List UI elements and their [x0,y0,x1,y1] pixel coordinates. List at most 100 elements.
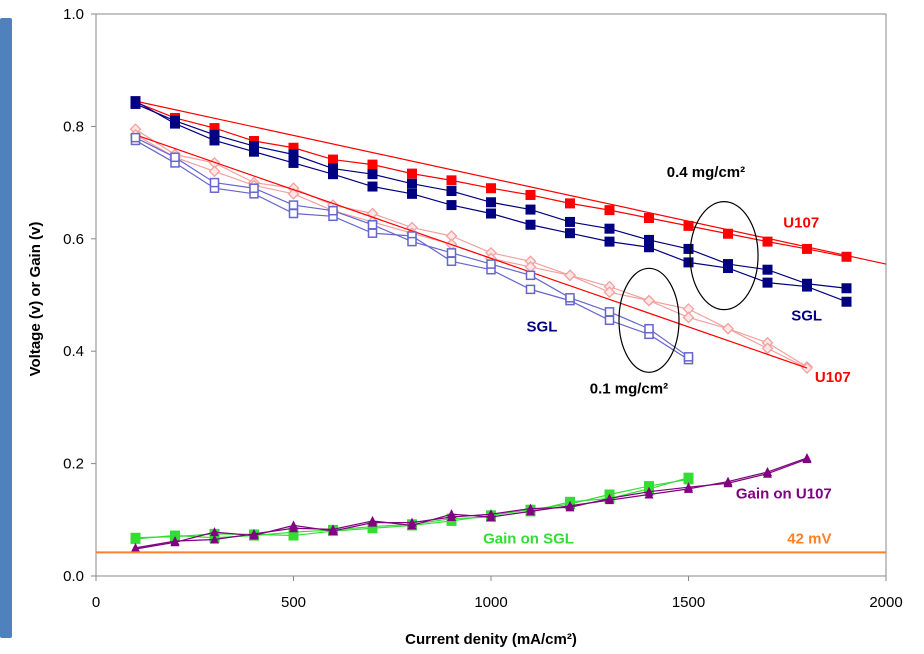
data-point [249,146,259,157]
annotations: 0.4 mg/cm² 0.1 mg/cm² U107 SGL SGL U107 … [483,164,851,547]
data-point [328,154,338,165]
data-point [644,234,654,245]
data-point [683,220,694,231]
data-point [564,269,576,282]
data-point [565,293,575,303]
data-point [486,183,496,194]
data-point [367,181,378,192]
data-point [722,322,734,335]
x-tick-label: 0 [92,594,100,611]
data-point [525,219,536,230]
data-point [604,307,615,317]
data-point [604,236,615,247]
data-point [565,198,575,209]
y-tick-label: 0.2 [63,456,84,473]
data-point [683,352,694,362]
data-point [525,270,536,281]
data-point [841,296,852,307]
data-point [446,175,457,186]
data-point [407,236,417,247]
y-ticks: 0.0 0.2 0.4 0.6 0.8 1.0 [63,6,96,585]
data-point [841,283,852,294]
data-point [130,533,141,544]
ellipse-0-4-mg [689,201,759,311]
series-line [135,134,808,369]
highlight-ellipses [618,201,759,373]
data-point [210,527,219,537]
data-point [486,197,496,208]
series-sgl_high_2 [130,98,852,294]
data-point [761,342,774,355]
data-point [683,472,694,483]
data-point [644,242,654,253]
data-point [328,526,338,536]
data-point [209,123,220,134]
data-point [603,286,616,299]
series-line [135,100,887,265]
data-point [210,534,219,544]
data-point [170,537,180,547]
data-point [209,129,220,140]
data-point [446,248,457,258]
data-point [762,264,773,275]
data-point [605,493,614,503]
data-point [170,152,180,163]
series-gain_u107 [131,452,812,552]
data-point [525,284,536,295]
data-point [486,509,496,519]
data-point [723,478,733,488]
x-tick-label: 1500 [672,594,705,611]
data-point [565,228,575,239]
data-point [486,208,496,219]
data-point [802,454,812,464]
series-sgl_low_2 [130,132,694,362]
data-point [209,135,220,146]
y-axis-title: Voltage (v) or Gain (v) [27,222,44,377]
data-point [208,165,221,178]
data-point [841,251,852,262]
annotation-sgl-high: SGL [791,307,822,324]
data-point [367,169,378,180]
data-point [446,186,457,197]
data-point [446,200,457,211]
series-u107_low_fit [135,134,808,369]
data-point [723,259,733,270]
data-point [249,183,259,193]
data-point [288,142,299,153]
data-point [683,257,694,268]
series-line [135,458,808,550]
data-point [288,149,299,160]
data-point [762,277,773,288]
y-tick-label: 0.0 [63,568,84,585]
data-point [644,486,654,496]
data-point [643,294,655,307]
data-point [763,468,772,478]
data-point [526,503,535,513]
data-point [684,482,693,492]
data-point [683,243,694,254]
annotation-u107-high: U107 [783,215,819,232]
data-point [407,188,417,199]
data-point [249,530,259,540]
data-point [328,205,338,216]
annotation-0-4-mg: 0.4 mg/cm² [667,164,745,181]
data-point [565,216,575,227]
data-point [447,511,456,521]
data-point [288,200,299,210]
data-point [407,168,417,179]
data-point [565,502,575,512]
series-line [135,128,808,368]
data-point [289,520,298,530]
data-point [328,163,338,174]
x-tick-label: 1000 [474,594,507,611]
data-point [131,544,140,554]
data-point [802,278,812,289]
data-point [209,177,220,188]
annotation-0-1-mg: 0.1 mg/cm² [590,380,668,397]
data-point [682,311,695,324]
annotation-42mv: 42 mV [787,530,831,547]
data-point [486,259,496,269]
data-point [170,530,180,541]
data-point [367,228,378,238]
data-point [644,323,654,334]
